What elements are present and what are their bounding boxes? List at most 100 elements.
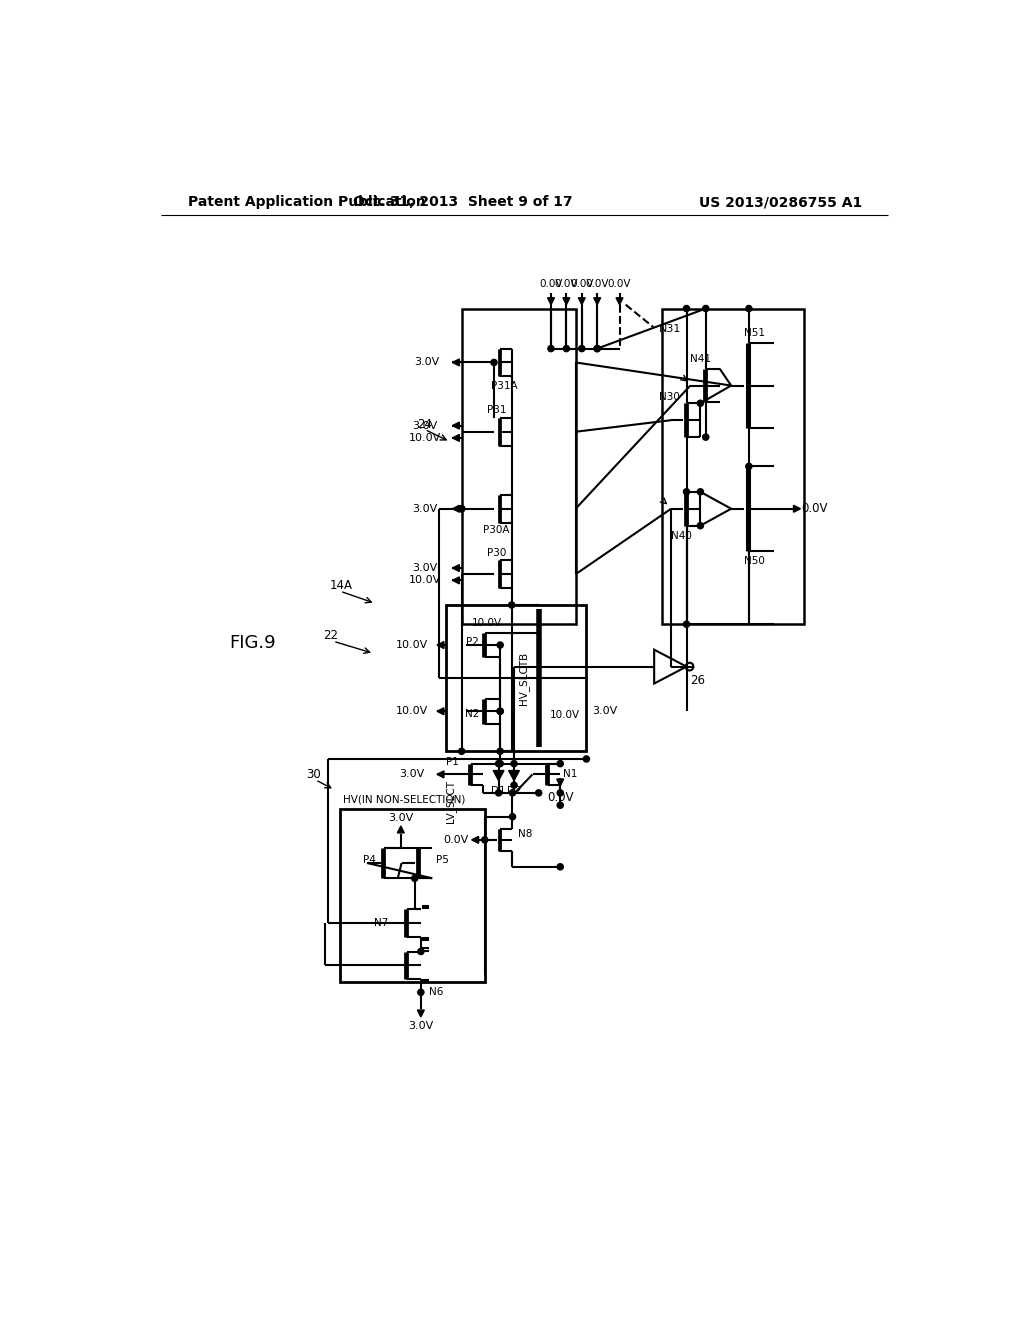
Polygon shape	[437, 708, 444, 714]
Text: FIG.9: FIG.9	[229, 635, 275, 652]
Circle shape	[490, 359, 497, 366]
Circle shape	[481, 837, 487, 843]
Text: N1: N1	[563, 770, 578, 779]
Text: 24: 24	[417, 417, 432, 430]
Text: 3.0V: 3.0V	[412, 504, 437, 513]
Polygon shape	[453, 422, 460, 429]
Polygon shape	[557, 779, 563, 785]
Circle shape	[459, 506, 465, 512]
Text: 14A: 14A	[330, 579, 352, 593]
Text: 3.0V: 3.0V	[415, 358, 439, 367]
Polygon shape	[397, 826, 404, 833]
Text: P5: P5	[436, 855, 450, 865]
Text: D1: D1	[492, 787, 506, 796]
Circle shape	[548, 346, 554, 351]
Text: 3.0V: 3.0V	[388, 813, 414, 824]
Circle shape	[557, 863, 563, 870]
Circle shape	[557, 760, 563, 767]
Text: P31A: P31A	[490, 380, 517, 391]
Circle shape	[697, 523, 703, 529]
Polygon shape	[453, 434, 460, 441]
Text: P4: P4	[364, 855, 376, 865]
Text: 0.0V: 0.0V	[801, 502, 827, 515]
Circle shape	[497, 748, 503, 755]
Circle shape	[509, 813, 515, 820]
Circle shape	[697, 400, 703, 407]
Polygon shape	[594, 298, 601, 305]
Circle shape	[536, 789, 542, 796]
Text: 0.0V: 0.0V	[443, 834, 469, 845]
Circle shape	[511, 781, 517, 788]
Text: N51: N51	[743, 329, 765, 338]
Text: P30: P30	[486, 548, 506, 557]
Polygon shape	[548, 298, 554, 305]
Circle shape	[702, 434, 709, 441]
Circle shape	[683, 622, 689, 627]
Circle shape	[702, 305, 709, 312]
Text: HV(IN NON-SELECTION): HV(IN NON-SELECTION)	[343, 795, 466, 804]
Circle shape	[511, 760, 517, 767]
Circle shape	[509, 789, 515, 796]
Text: 22: 22	[323, 630, 338, 643]
Text: P31: P31	[486, 405, 506, 416]
Text: Oct. 31, 2013  Sheet 9 of 17: Oct. 31, 2013 Sheet 9 of 17	[353, 195, 573, 210]
Polygon shape	[579, 298, 586, 305]
Polygon shape	[418, 1010, 424, 1016]
Polygon shape	[494, 771, 504, 780]
Text: D2: D2	[507, 787, 521, 796]
Text: 26: 26	[690, 675, 705, 686]
Text: N40: N40	[671, 531, 691, 541]
Polygon shape	[453, 577, 460, 583]
Circle shape	[412, 875, 418, 882]
Text: 3.0V: 3.0V	[593, 706, 617, 717]
Text: N41: N41	[690, 354, 711, 363]
Circle shape	[563, 346, 569, 351]
Polygon shape	[453, 565, 460, 572]
Polygon shape	[616, 298, 623, 305]
Circle shape	[418, 989, 424, 995]
Circle shape	[497, 708, 503, 714]
Polygon shape	[453, 506, 460, 512]
Text: P2: P2	[467, 638, 479, 647]
Circle shape	[579, 346, 585, 351]
Text: 3.0V: 3.0V	[412, 564, 437, 573]
Polygon shape	[472, 837, 478, 843]
Circle shape	[557, 803, 563, 808]
Circle shape	[557, 789, 563, 796]
Text: 0.0V: 0.0V	[608, 279, 631, 289]
Text: 10.0V: 10.0V	[472, 619, 502, 628]
Circle shape	[418, 948, 424, 954]
Circle shape	[745, 463, 752, 470]
Circle shape	[497, 642, 503, 648]
Circle shape	[683, 488, 689, 495]
Bar	[446, 605, 587, 751]
Text: LV_SLCT: LV_SLCT	[444, 780, 456, 822]
Text: N50: N50	[743, 556, 765, 566]
Bar	[462, 309, 575, 624]
Text: P30A: P30A	[483, 525, 510, 536]
Polygon shape	[437, 771, 444, 777]
Circle shape	[509, 602, 515, 609]
Text: 3.0V: 3.0V	[409, 1022, 433, 1031]
Circle shape	[594, 346, 600, 351]
Text: 10.0V: 10.0V	[550, 710, 581, 721]
Text: 0.0V: 0.0V	[570, 279, 594, 289]
Text: N30: N30	[659, 392, 680, 403]
Polygon shape	[509, 771, 519, 780]
Text: N6: N6	[429, 987, 443, 998]
Polygon shape	[794, 506, 801, 512]
Text: Patent Application Publication: Patent Application Publication	[188, 195, 426, 210]
Text: N7: N7	[374, 917, 388, 928]
Polygon shape	[453, 359, 460, 366]
Circle shape	[584, 756, 590, 762]
Circle shape	[745, 305, 752, 312]
Circle shape	[697, 488, 703, 495]
Text: N2: N2	[465, 709, 479, 719]
Text: 10.0V: 10.0V	[409, 433, 440, 444]
Text: N8: N8	[518, 829, 532, 838]
Text: HV_SLCTB: HV_SLCTB	[518, 652, 528, 705]
Circle shape	[459, 748, 465, 755]
Text: 0.0V: 0.0V	[547, 791, 573, 804]
Text: 0.0V: 0.0V	[540, 279, 563, 289]
Text: 30: 30	[306, 768, 321, 781]
